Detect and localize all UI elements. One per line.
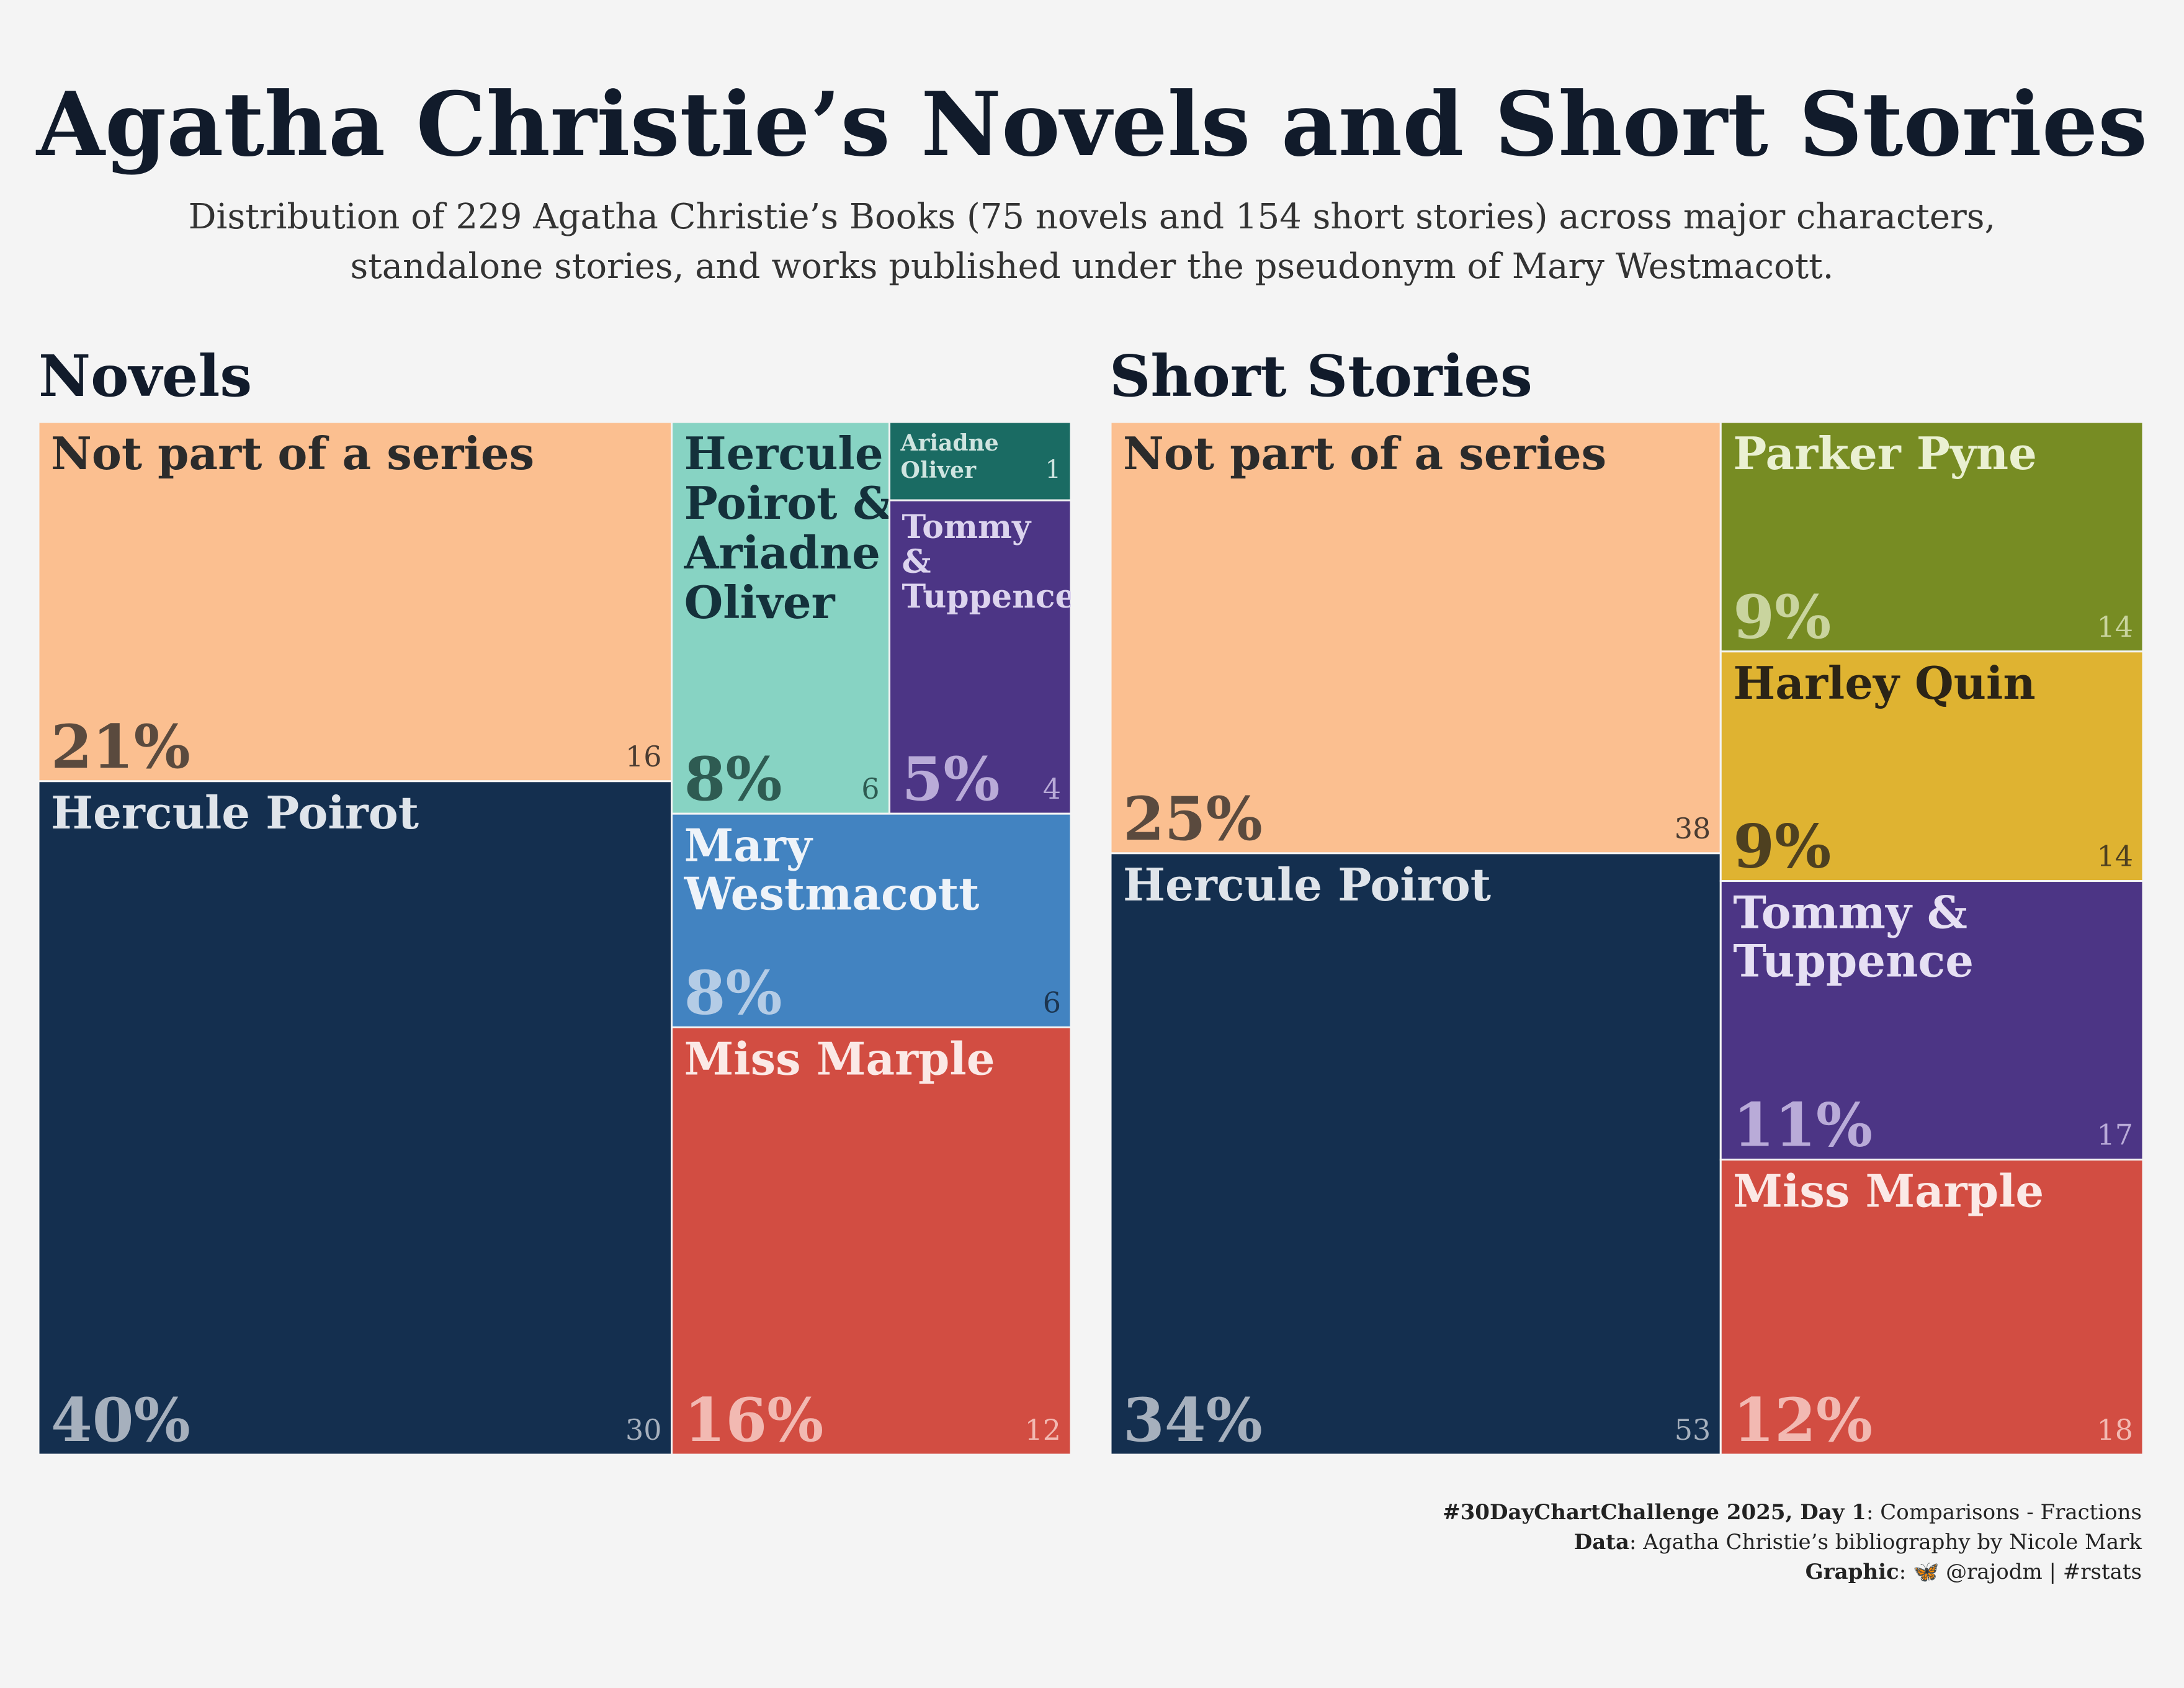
stories-tile-percent: 11% [1733, 1090, 1873, 1160]
stories-tile-value: 53 [1675, 1413, 1711, 1447]
novels-tile-ariadne-oliver: Ariadne Oliver 1 [888, 422, 1071, 501]
stories-tile-label: Harley Quin [1733, 657, 2035, 709]
stories-tile-harley-quin: Harley Quin 9% 14 [1719, 650, 2143, 882]
stories-tile-rect [1719, 650, 2143, 882]
novels-tile-tommy-tuppence: Tommy & Tuppence 5% 4 [888, 499, 1071, 815]
stories-tile-value: 17 [2097, 1118, 2133, 1152]
stories-tile-percent: 9% [1733, 582, 1831, 652]
footer-challenge: #30DayChartChallenge 2025, Day 1: Compar… [1443, 1500, 2142, 1525]
novels-tile-percent: 16% [684, 1385, 824, 1455]
novels-tile-label: Ariadne Oliver [900, 430, 999, 483]
stories-tile-value: 14 [2097, 840, 2133, 873]
stories-tile-value: 14 [2097, 610, 2133, 644]
stories-tile-percent: 25% [1123, 784, 1263, 854]
stories-tile-value: 38 [1675, 812, 1711, 845]
footer-data-source: Data: Agatha Christie’s bibliography by … [1573, 1530, 2142, 1555]
stories-tile-rect [1111, 422, 1722, 855]
stories-tile-tommy-tuppence: Tommy & Tuppence 11% 17 [1719, 880, 2143, 1161]
novels-tile-value: 1 [1045, 456, 1061, 484]
stories-tile-rect [1719, 1159, 2143, 1455]
novels-tile-label: Not part of a series [51, 427, 534, 480]
stories-tile-percent: 34% [1123, 1385, 1263, 1455]
stories-tile-value: 18 [2097, 1413, 2133, 1447]
stories-tile-label: Hercule Poirot [1123, 858, 1491, 911]
novels-tile-mary-westmacott: Mary Westmacott 8% 6 [671, 812, 1071, 1028]
novels-tile-value: 30 [625, 1413, 662, 1447]
stories-tile-parker-pyne: Parker Pyne 9% 14 [1719, 422, 2143, 653]
novels-tile-rect [38, 422, 673, 783]
stories-tile-label: Miss Marple [1733, 1165, 2044, 1218]
stories-tile-rect [1111, 852, 1722, 1455]
novels-tile-value: 6 [1043, 985, 1061, 1019]
novels-tile-rect [888, 499, 1071, 815]
novels-tile-value: 4 [1043, 772, 1061, 806]
stories-tile-rect [1719, 880, 2143, 1161]
novels-tile-label: Tommy & Tuppence [902, 508, 1071, 616]
short-stories-treemap: Not part of a series 25% 38 Hercule Poirot 3… [1111, 422, 2143, 1455]
novels-tile-label: Mary Westmacott [684, 819, 980, 920]
novels-tile-miss-marple: Miss Marple 16% 12 [671, 1026, 1071, 1455]
novels-tile-rect [671, 1026, 1071, 1455]
footer-graphic-credit: Graphic: 🦋 @rajodm | #rstats [1805, 1560, 2142, 1584]
stories-tile-percent: 9% [1733, 812, 1831, 882]
subtitle-line-1: Distribution of 229 Agatha Christie’s Bo… [188, 197, 1996, 237]
stories-tile-not-part-of-a-series: Not part of a series 25% 38 [1111, 422, 1722, 855]
novels-tile-value: 16 [625, 740, 662, 773]
novels-tile-percent: 40% [51, 1385, 190, 1455]
subtitle-line-2: standalone stories, and works published … [350, 246, 1834, 287]
stories-tile-label: Parker Pyne [1733, 427, 2037, 480]
short-stories-panel-title: Short Stories [1109, 343, 1533, 410]
novels-tile-percent: 21% [51, 712, 190, 782]
novels-tile-rect [671, 422, 891, 815]
page-title: Agatha Christie’s Novels and Short Stori… [36, 73, 2148, 176]
novels-tile-label: Hercule Poirot [51, 786, 419, 839]
novels-tile-percent: 8% [684, 958, 782, 1028]
novels-panel-title: Novels [38, 343, 253, 410]
novels-tile-value: 12 [1024, 1413, 1061, 1447]
novels-tile-value: 6 [861, 772, 879, 806]
stories-tile-miss-marple: Miss Marple 12% 18 [1719, 1159, 2143, 1455]
novels-tile-rect [38, 780, 673, 1455]
novels-tile-percent: 5% [902, 744, 1000, 814]
novels-tile-not-part-of-a-series: Not part of a series 21% 16 [38, 422, 673, 783]
novels-tile-hercule-poirot: Hercule Poirot 40% 30 [38, 780, 673, 1455]
novels-tile-label: Miss Marple [684, 1033, 995, 1085]
stories-tile-hercule-poirot: Hercule Poirot 34% 53 [1111, 852, 1722, 1455]
novels-tile-hercule-poirot-ariadne-oliver: Hercule Poirot & Ariadne Oliver 8% 6 [671, 422, 893, 815]
novels-tile-label: Hercule Poirot & Ariadne Oliver [684, 427, 893, 629]
stories-tile-label: Not part of a series [1123, 427, 1606, 480]
stories-tile-rect [1719, 422, 2143, 653]
stories-tile-label: Tommy & Tuppence [1733, 886, 1974, 987]
novels-tile-percent: 8% [684, 744, 782, 814]
stories-tile-percent: 12% [1733, 1385, 1873, 1455]
novels-tile-rect [671, 812, 1071, 1028]
